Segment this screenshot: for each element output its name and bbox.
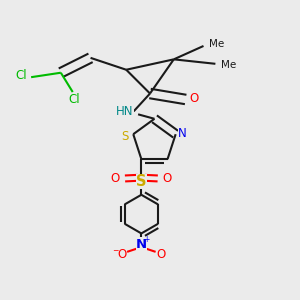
Text: S: S (121, 130, 129, 143)
Text: S: S (136, 174, 147, 189)
Text: O: O (111, 172, 120, 185)
Text: N: N (136, 238, 147, 250)
Text: −: − (112, 246, 119, 255)
Text: +: + (143, 235, 150, 244)
Text: HN: HN (116, 106, 134, 118)
Text: Cl: Cl (68, 93, 80, 106)
Text: Cl: Cl (15, 69, 26, 82)
Text: O: O (163, 172, 172, 185)
Text: O: O (117, 248, 127, 261)
Text: O: O (189, 92, 199, 105)
Text: Me: Me (209, 40, 224, 50)
Text: N: N (178, 127, 187, 140)
Text: O: O (156, 248, 165, 261)
Text: Me: Me (221, 60, 236, 70)
